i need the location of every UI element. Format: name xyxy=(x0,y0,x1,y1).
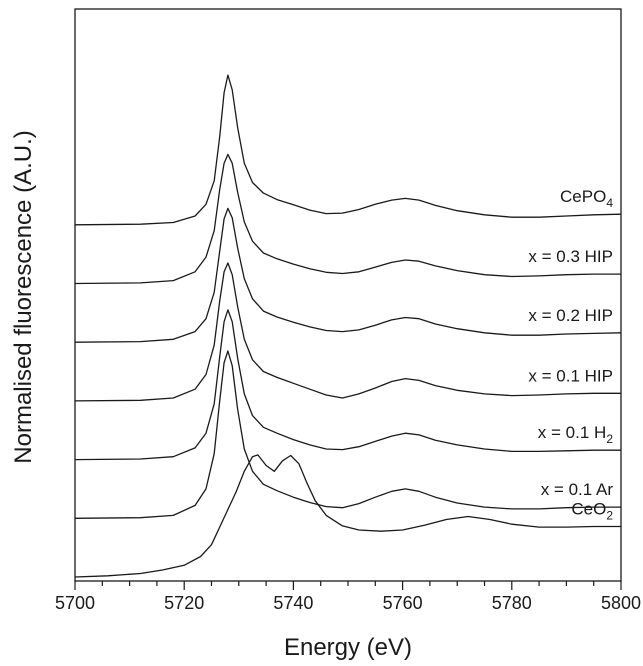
spectrum-line xyxy=(74,309,621,461)
series-label: x = 0.1 Ar xyxy=(541,480,614,499)
plot-frame xyxy=(74,8,622,582)
series-label: x = 0.1 H2 xyxy=(538,423,614,446)
series-label: x = 0.2 HIP xyxy=(528,306,613,325)
x-tick-label: 5780 xyxy=(492,593,532,613)
series-label: x = 0.1 HIP xyxy=(528,366,613,385)
x-tick-label: 5760 xyxy=(383,593,423,613)
x-axis-tick-labels: 5700 5720 5740 5760 5780 5800 xyxy=(55,593,641,613)
series-labels: CePO4 x = 0.3 HIP x = 0.2 HIP x = 0.1 HIP x … xyxy=(528,187,613,522)
spectrum-line xyxy=(74,74,622,226)
x-axis-ticks xyxy=(74,581,622,590)
spectra-series xyxy=(74,74,622,578)
series-label: CeO2 xyxy=(571,500,613,523)
x-tick-label: 5700 xyxy=(55,593,95,613)
x-tick-label: 5800 xyxy=(601,593,641,613)
x-tick-label: 5740 xyxy=(273,593,313,613)
series-label: x = 0.3 HIP xyxy=(528,247,613,266)
x-axis-label: Energy (eV) xyxy=(284,634,412,661)
spectrum-line xyxy=(74,207,622,343)
spectrum-line xyxy=(74,350,621,519)
x-tick-label: 5720 xyxy=(164,593,204,613)
y-axis-label: Normalised fluorescence (A.U.) xyxy=(10,130,37,463)
spectrum-line xyxy=(74,454,621,578)
spectrum-line xyxy=(74,262,621,402)
series-label: CePO4 xyxy=(560,187,613,210)
spectrum-line xyxy=(74,153,621,285)
